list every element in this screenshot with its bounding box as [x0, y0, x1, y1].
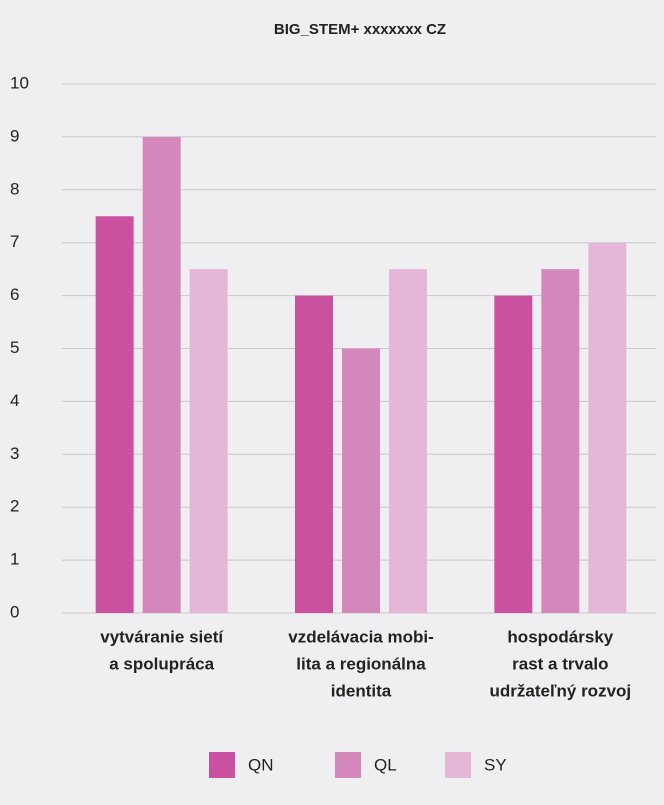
legend-label: QN — [248, 755, 274, 774]
bar — [142, 136, 181, 613]
x-tick-label: udržateľný rozvoj — [490, 681, 632, 700]
y-tick-label: 1 — [10, 550, 19, 569]
bar — [295, 295, 333, 613]
x-tick-label: a spolupráca — [109, 654, 214, 673]
legend-label: SY — [484, 755, 507, 774]
y-tick-label: 5 — [10, 338, 19, 357]
bar — [189, 269, 228, 613]
legend-swatch — [445, 752, 471, 778]
chart-title: BIG_STEM+ xxxxxxx CZ — [274, 21, 446, 38]
legend-label: QL — [374, 755, 397, 774]
y-tick-label: 8 — [10, 179, 19, 198]
bar — [588, 242, 627, 613]
x-tick-label: lita a regionálna — [296, 654, 426, 673]
y-tick-label: 4 — [10, 391, 19, 410]
y-tick-label: 0 — [10, 602, 19, 621]
x-tick-label: rast a trvalo — [512, 654, 608, 673]
bar — [494, 295, 533, 613]
bar — [389, 269, 427, 613]
bar — [541, 269, 580, 613]
x-tick-label: vytváranie sietí — [100, 627, 224, 646]
y-tick-label: 7 — [10, 232, 19, 251]
legend-swatch — [335, 752, 361, 778]
y-tick-label: 10 — [10, 73, 29, 92]
y-tick-label: 9 — [10, 126, 19, 145]
y-tick-label: 2 — [10, 497, 19, 516]
y-tick-label: 6 — [10, 285, 19, 304]
legend-swatch — [209, 752, 235, 778]
x-tick-label: identita — [331, 681, 392, 700]
y-tick-label: 3 — [10, 444, 19, 463]
bar — [95, 216, 134, 613]
bar — [342, 348, 380, 613]
x-tick-label: vzdelávacia mobi- — [288, 627, 434, 646]
x-tick-label: hospodársky — [507, 627, 613, 646]
